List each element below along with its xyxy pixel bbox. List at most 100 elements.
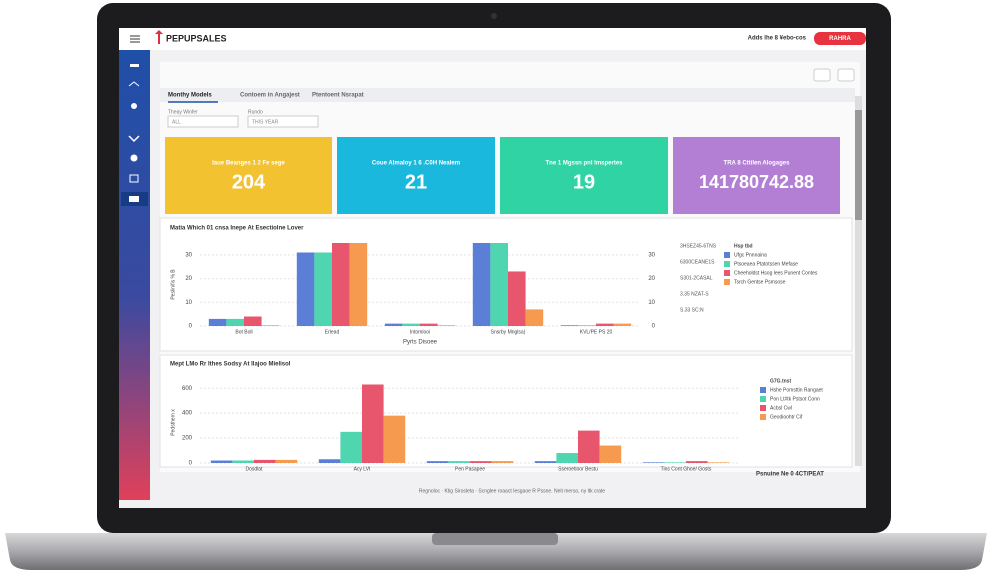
legend-label[interactable]: Ptsoeaea Ptatotssen Mefase	[734, 261, 798, 267]
legend-swatch[interactable]	[724, 270, 730, 276]
filter-input[interactable]	[167, 115, 239, 128]
chart-title: Matia Which 01 cnsa Inepe At Esectiolne …	[170, 226, 304, 232]
side-note: 3.35 NZAT-S	[680, 291, 709, 297]
bar	[490, 243, 508, 326]
filter-value[interactable]: THIS YEAR	[252, 119, 279, 125]
bar	[420, 323, 438, 326]
bar	[707, 462, 730, 463]
legend-title: Hsp tbd	[734, 243, 753, 249]
kpi-value: 204	[232, 171, 266, 193]
bar	[402, 323, 420, 326]
y2-tick-label: 0	[652, 324, 656, 330]
header-button-label[interactable]: RAHRA	[829, 36, 851, 42]
side-note: 3HSEZ45-6TNS	[680, 243, 717, 249]
legend-swatch[interactable]	[760, 414, 766, 420]
x-tick-label: Pen Pasapee	[455, 466, 485, 472]
camera	[491, 13, 497, 19]
kpi-card	[673, 137, 840, 214]
action-button[interactable]	[813, 68, 831, 82]
x-tick-label: Sseroetioor Bestu	[558, 466, 598, 472]
x-tick-label: Snsrby Mnglsa)	[491, 329, 526, 335]
header-button[interactable]	[814, 32, 866, 45]
bar	[534, 461, 557, 463]
bar	[340, 431, 362, 463]
scrollbar[interactable]	[855, 96, 862, 466]
kpi-label: TRA 8 Cttilen Alogages	[724, 161, 791, 167]
y-tick-label: 200	[182, 436, 193, 442]
sidebar	[119, 50, 150, 500]
bar	[599, 445, 622, 463]
bar	[437, 325, 456, 326]
kpi-value: 19	[573, 171, 595, 193]
kpi-card	[500, 137, 668, 214]
bar	[244, 316, 262, 326]
chart-title: Mept LMo Rr Ithes Sodsy At Ilajoo Mielis…	[170, 362, 291, 368]
menu-icon[interactable]	[130, 35, 140, 43]
bar	[318, 459, 341, 463]
footer: Regnoloc · Ktig Sirosleta · Scnglee roaa…	[419, 488, 605, 494]
bar	[384, 323, 403, 326]
bar	[613, 323, 632, 326]
legend-label[interactable]: Ufgc Pnnnaina	[734, 252, 767, 258]
kpi-card	[337, 137, 495, 214]
scroll-thumb[interactable]	[855, 110, 862, 220]
x-tick-label: Tins Cont Ghoe/ Gosts	[661, 466, 712, 472]
bar	[470, 461, 492, 463]
legend-swatch[interactable]	[724, 261, 730, 267]
filter-input[interactable]	[247, 115, 319, 128]
sidebar-icons[interactable]	[121, 64, 148, 206]
bar	[232, 460, 254, 463]
y-tick-label: 0	[189, 461, 193, 467]
bar	[362, 384, 384, 463]
legend-swatch[interactable]	[760, 387, 766, 393]
x-tick-label: Intomlooi	[410, 329, 430, 335]
legend-label[interactable]: Cheeholdst Hsog lees Punent Contes	[734, 270, 818, 276]
action-button[interactable]	[837, 68, 855, 82]
bar	[560, 325, 579, 326]
bar	[208, 318, 227, 326]
y-tick-label: 10	[185, 300, 192, 306]
legend-label[interactable]: Pon Lt#tk Pstsot Conn	[770, 396, 820, 402]
side-note: 6300CEANE1S	[680, 259, 715, 265]
tab[interactable]: Contoem in Angajest	[240, 93, 300, 99]
bar	[349, 243, 368, 326]
side-note: S301-2CASAL	[680, 275, 713, 281]
bar	[472, 243, 491, 326]
legend-swatch[interactable]	[724, 252, 730, 258]
tab[interactable]: Ptentoent Nsrapat	[312, 93, 364, 99]
bar	[578, 430, 600, 463]
x-tick-label: KVL/PE PS 20	[580, 329, 613, 335]
y2-tick-label: 20	[648, 276, 655, 282]
kpi-card	[165, 137, 332, 214]
logo: PEPUPSALES	[166, 33, 227, 43]
y-tick-label: 20	[185, 276, 192, 282]
legend-label[interactable]: Geodioohtr Cif	[770, 414, 803, 420]
tab[interactable]: Monthy Models	[168, 93, 212, 99]
legend-label[interactable]: Tsrch Gentse Psmsose	[734, 279, 786, 285]
legend-swatch[interactable]	[724, 279, 730, 285]
legend-label[interactable]: Acbsl Cwl	[770, 405, 792, 411]
filter-label: Theay Winfer	[168, 109, 198, 115]
x-tick-label: Acy LVI	[354, 466, 371, 472]
y-axis-label: Peslinifis % B	[170, 269, 176, 300]
bar	[686, 461, 708, 463]
side-note: S.33 SC:N	[680, 307, 704, 313]
bar	[332, 243, 350, 326]
bar	[275, 459, 298, 463]
legend-swatch[interactable]	[760, 405, 766, 411]
legend-label[interactable]: Hshe Pomsttin Rangaet	[770, 387, 823, 393]
bar	[491, 461, 514, 463]
bar	[314, 252, 332, 326]
filter-value[interactable]: ALL	[172, 119, 181, 125]
chart-card	[159, 354, 853, 468]
bar	[664, 462, 686, 463]
bar	[383, 415, 406, 463]
bar	[578, 325, 596, 326]
hinge-notch	[432, 533, 558, 545]
legend-swatch[interactable]	[760, 396, 766, 402]
bar	[210, 460, 233, 463]
bar	[508, 271, 526, 326]
bar	[254, 459, 276, 463]
